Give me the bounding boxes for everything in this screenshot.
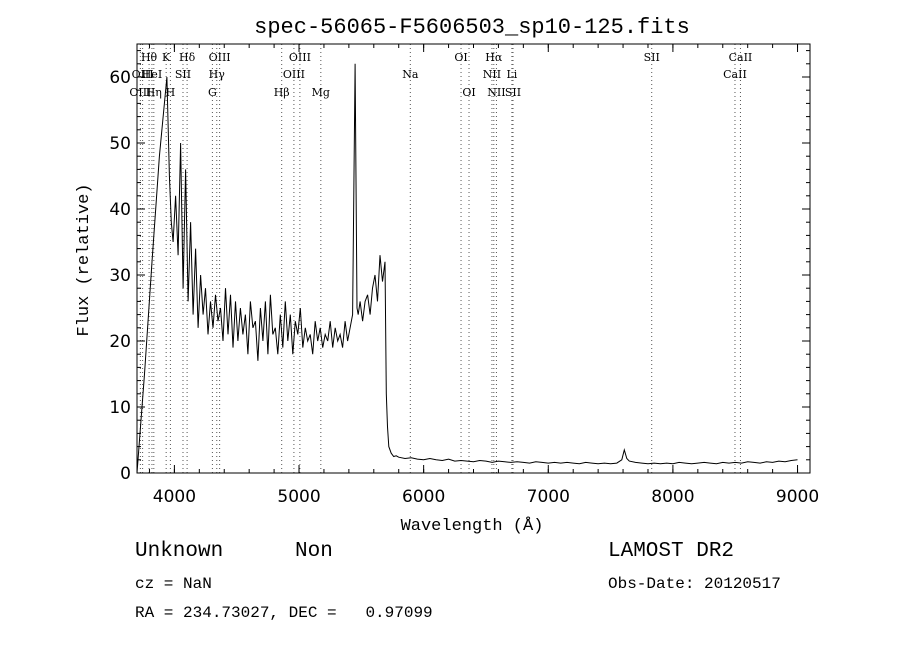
line-label-18: OI [462,86,475,99]
line-label-11: G [208,86,217,99]
y-axis-label: Flux (relative) [75,183,94,336]
line-label-1: OIII [129,86,151,99]
plot-frame [136,43,811,474]
x-tick-label-2: 6000 [402,487,445,507]
x-tick-label-0: 4000 [153,487,196,507]
line-label-4: HeI [142,68,162,81]
line-label-20: NII [483,68,501,81]
object-subclass: Non [295,540,333,563]
line-label-10: Hγ [209,68,226,81]
x-axis-label: Wavelength (Å) [401,517,544,536]
x-axis: 4000 5000 6000 7000 8000 9000 [148,44,819,507]
y-axis: 0 10 20 30 40 50 60 [109,50,810,484]
line-label-21: NII [487,86,505,99]
line-label-16: Na [402,68,419,81]
line-label-26: CaII [723,68,747,81]
line-label-24: SII [644,51,660,64]
x-tick-label-5: 9000 [776,487,819,507]
line-label-12: Hβ [274,86,290,99]
x-tick-label-4: 8000 [651,487,694,507]
line-label-13: OIII [289,51,311,64]
y-tick-label-0: 0 [120,464,131,484]
line-label-3: Hη [146,86,162,99]
y-tick-label-3: 30 [109,266,131,286]
line-label-8: Hδ [179,51,196,64]
redshift-cz: cz = NaN [135,575,212,593]
line-label-25: CaII [729,51,753,64]
line-label-14: OIII [283,68,305,81]
survey-name: LAMOST DR2 [608,540,735,563]
line-label-9: OIII [209,51,231,64]
y-tick-label-2: 20 [109,332,131,352]
y-tick-label-6: 60 [109,68,131,88]
y-tick-label-5: 50 [109,134,131,154]
y-tick-label-1: 10 [109,398,131,418]
spectrum-line [136,63,798,474]
line-label-17: OI [454,51,467,64]
y-tick-label-4: 40 [109,200,131,220]
line-label-23: SII [505,86,521,99]
x-tick-label-3: 7000 [527,487,570,507]
line-label-19: Hα [485,51,503,64]
line-label-15: Mg [312,86,330,99]
line-label-22: Li [506,68,517,81]
object-class: Unknown [135,540,224,563]
line-label-0: Hθ [141,51,158,64]
line-label-5: K [162,51,171,64]
obs-date: Obs-Date: 20120517 [608,575,781,593]
ra-dec: RA = 234.73027, DEC = 0.97099 [135,604,433,622]
x-tick-label-1: 5000 [277,487,320,507]
line-label-6: H [166,86,176,99]
line-label-7: SII [175,68,191,81]
chart-title: spec-56065-F5606503_sp10-125.fits [254,15,690,40]
